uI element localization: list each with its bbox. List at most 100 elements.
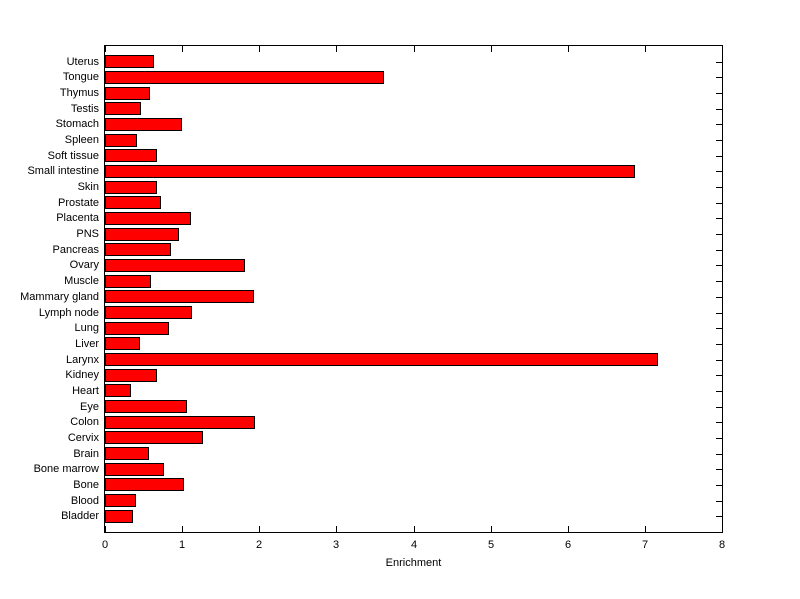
x-tick-mark-top [414,46,415,52]
x-tick-mark-bottom [105,526,106,532]
plot-area [104,45,723,533]
category-label: Skin [77,181,99,193]
category-label: Lung [74,322,99,334]
bar-bladder [105,509,133,523]
y-tick-mark [716,485,722,486]
bar-liver [105,337,140,351]
bar-uterus [105,55,154,69]
x-tick-mark-bottom [568,526,569,532]
category-label: Uterus [66,56,99,68]
bar-muscle [105,274,151,288]
y-tick-mark [716,375,722,376]
bar-larynx [105,353,658,367]
x-tick-mark-top [568,46,569,52]
y-tick-mark [716,516,722,517]
x-tick-label: 5 [487,539,495,551]
x-tick-mark-top [645,46,646,52]
bar-spleen [105,133,137,147]
y-tick-mark [716,77,722,78]
category-label: Eye [80,401,99,413]
bar-pns [105,227,179,241]
x-tick-mark-bottom [645,526,646,532]
category-label: Soft tissue [47,150,99,162]
category-label: Lymph node [38,307,99,319]
bar-tongue [105,70,384,84]
x-axis-title: Enrichment [385,557,442,569]
x-tick-mark-top [336,46,337,52]
bar-blood [105,494,136,508]
x-tick-mark-bottom [336,526,337,532]
y-tick-mark [716,454,722,455]
category-label: Mammary gland [20,291,99,303]
y-tick-mark [716,281,722,282]
category-label: Tongue [62,71,99,83]
x-tick-label: 3 [332,539,340,551]
category-label: Colon [70,416,99,428]
y-tick-mark [716,124,722,125]
x-tick-label: 0 [101,539,109,551]
bar-bone-marrow [105,462,164,476]
y-tick-mark [716,422,722,423]
bar-mammary-gland [105,290,254,304]
x-tick-label: 4 [410,539,418,551]
bar-cervix [105,431,203,445]
y-tick-mark [716,344,722,345]
category-label: Placenta [56,212,99,224]
bar-brain [105,447,149,461]
category-label: Larynx [65,354,99,366]
bar-lymph-node [105,306,192,320]
category-label: Bladder [61,510,99,522]
x-tick-label: 2 [255,539,263,551]
category-label: Heart [72,385,99,397]
y-tick-mark [716,187,722,188]
y-tick-mark [716,407,722,408]
category-label: Small intestine [27,165,99,177]
category-label: Prostate [58,197,99,209]
category-label: Spleen [64,134,99,146]
y-tick-mark [716,250,722,251]
bar-kidney [105,368,157,382]
x-tick-mark-top [105,46,106,52]
category-label: Blood [70,495,99,507]
category-label: Muscle [64,275,99,287]
y-tick-mark [716,391,722,392]
bar-soft-tissue [105,149,157,163]
category-label: Pancreas [52,244,99,256]
y-tick-mark [716,313,722,314]
x-tick-mark-top [182,46,183,52]
bar-bone [105,478,184,492]
bar-placenta [105,211,191,225]
y-tick-mark [716,360,722,361]
category-label: Bone [73,479,99,491]
y-tick-mark [716,140,722,141]
x-tick-label: 1 [178,539,186,551]
bar-skin [105,180,157,194]
y-tick-mark [716,218,722,219]
x-tick-mark-top [259,46,260,52]
x-tick-mark-top [722,46,723,52]
y-tick-mark [716,297,722,298]
bar-pancreas [105,243,171,257]
y-tick-mark [716,93,722,94]
category-label: Testis [70,103,99,115]
bar-prostate [105,196,161,210]
x-tick-label: 6 [564,539,572,551]
category-label: Kidney [65,369,99,381]
bar-thymus [105,86,150,100]
category-label: Stomach [55,118,99,130]
bar-stomach [105,117,182,131]
bar-lung [105,321,169,335]
x-tick-label: 8 [718,539,726,551]
category-label: Liver [75,338,99,350]
category-label: Ovary [69,259,99,271]
y-tick-mark [716,62,722,63]
bar-colon [105,415,255,429]
x-tick-mark-bottom [491,526,492,532]
x-tick-mark-bottom [259,526,260,532]
y-tick-mark [716,109,722,110]
category-label: PNS [76,228,99,240]
bar-eye [105,400,187,414]
bar-heart [105,384,131,398]
x-tick-mark-top [491,46,492,52]
